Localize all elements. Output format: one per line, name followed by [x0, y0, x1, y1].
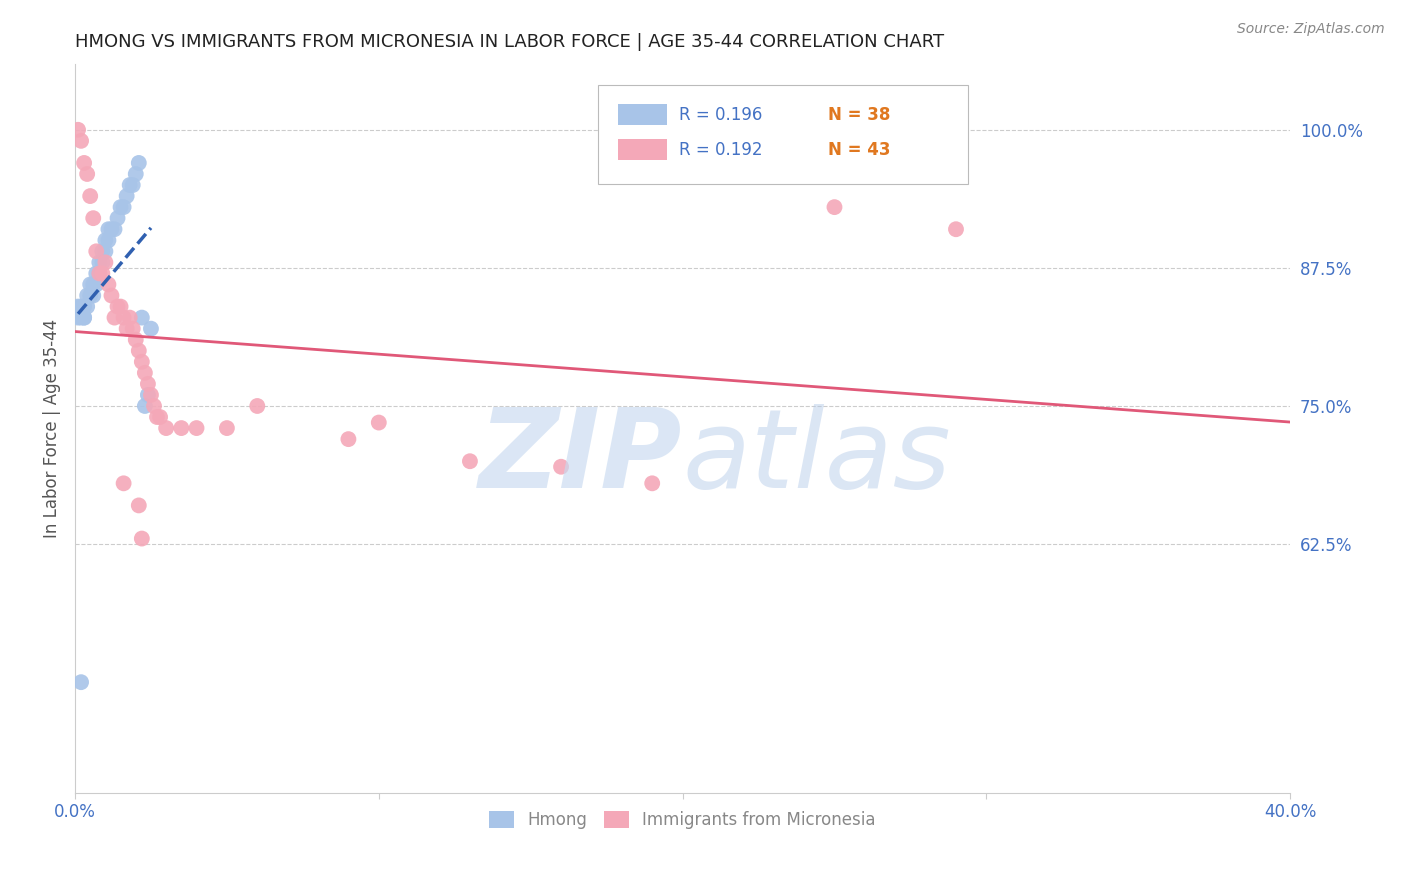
Point — [136, 376, 159, 391]
Point — [73, 310, 96, 325]
Text: R = 0.192: R = 0.192 — [679, 141, 762, 159]
Point — [121, 178, 143, 192]
Point — [246, 399, 269, 413]
Point — [134, 399, 156, 413]
Point — [97, 233, 120, 247]
Point — [146, 410, 169, 425]
Point — [125, 167, 148, 181]
Point — [76, 288, 98, 302]
Point — [73, 156, 96, 170]
Point — [84, 267, 107, 281]
Point — [94, 233, 117, 247]
Point — [186, 421, 208, 435]
Point — [337, 432, 360, 446]
Point — [155, 421, 177, 435]
Point — [128, 156, 150, 170]
Point — [110, 300, 132, 314]
Point — [79, 277, 101, 292]
Point — [91, 267, 114, 281]
Point — [100, 222, 122, 236]
Point — [458, 454, 481, 468]
Point — [128, 343, 150, 358]
Point — [89, 267, 111, 281]
Point — [82, 277, 104, 292]
Point — [215, 421, 238, 435]
Point — [149, 410, 172, 425]
Point — [70, 675, 93, 690]
Point — [84, 277, 107, 292]
Point — [121, 321, 143, 335]
Point — [131, 310, 153, 325]
Point — [112, 310, 135, 325]
Point — [107, 211, 129, 226]
Point — [143, 399, 166, 413]
Point — [134, 366, 156, 380]
Point — [170, 421, 193, 435]
Point — [107, 300, 129, 314]
Point — [100, 288, 122, 302]
Point — [131, 355, 153, 369]
Point — [76, 300, 98, 314]
Point — [115, 189, 138, 203]
Point — [110, 200, 132, 214]
Point — [112, 476, 135, 491]
Point — [89, 255, 111, 269]
Text: N = 43: N = 43 — [828, 141, 891, 159]
Point — [91, 255, 114, 269]
Point — [115, 321, 138, 335]
Point — [82, 288, 104, 302]
Point — [550, 459, 572, 474]
Point — [641, 476, 664, 491]
Point — [103, 310, 125, 325]
Point — [76, 167, 98, 181]
FancyBboxPatch shape — [619, 103, 666, 126]
Point — [97, 222, 120, 236]
Point — [945, 222, 967, 236]
Y-axis label: In Labor Force | Age 35-44: In Labor Force | Age 35-44 — [44, 318, 60, 538]
Point — [94, 244, 117, 259]
Point — [136, 388, 159, 402]
Point — [89, 267, 111, 281]
Point — [70, 310, 93, 325]
Legend: Hmong, Immigrants from Micronesia: Hmong, Immigrants from Micronesia — [482, 804, 883, 836]
Point — [67, 300, 90, 314]
Text: HMONG VS IMMIGRANTS FROM MICRONESIA IN LABOR FORCE | AGE 35-44 CORRELATION CHART: HMONG VS IMMIGRANTS FROM MICRONESIA IN L… — [75, 33, 945, 51]
Point — [70, 300, 93, 314]
Point — [91, 244, 114, 259]
Text: N = 38: N = 38 — [828, 105, 891, 124]
Text: R = 0.196: R = 0.196 — [679, 105, 762, 124]
Point — [67, 123, 90, 137]
Point — [79, 288, 101, 302]
Point — [82, 211, 104, 226]
Point — [131, 532, 153, 546]
FancyBboxPatch shape — [598, 86, 969, 184]
Point — [73, 300, 96, 314]
Point — [79, 189, 101, 203]
Point — [70, 134, 93, 148]
FancyBboxPatch shape — [619, 138, 666, 161]
Point — [73, 310, 96, 325]
Point — [94, 255, 117, 269]
Point — [367, 416, 389, 430]
Point — [97, 277, 120, 292]
Text: atlas: atlas — [682, 404, 952, 511]
Point — [67, 310, 90, 325]
Point — [84, 244, 107, 259]
Text: ZIP: ZIP — [479, 404, 682, 511]
Point — [128, 499, 150, 513]
Point — [118, 178, 141, 192]
Point — [118, 310, 141, 325]
Point — [139, 321, 162, 335]
Text: Source: ZipAtlas.com: Source: ZipAtlas.com — [1237, 22, 1385, 37]
Point — [103, 222, 125, 236]
Point — [824, 200, 846, 214]
Point — [125, 333, 148, 347]
Point — [112, 200, 135, 214]
Point — [139, 388, 162, 402]
